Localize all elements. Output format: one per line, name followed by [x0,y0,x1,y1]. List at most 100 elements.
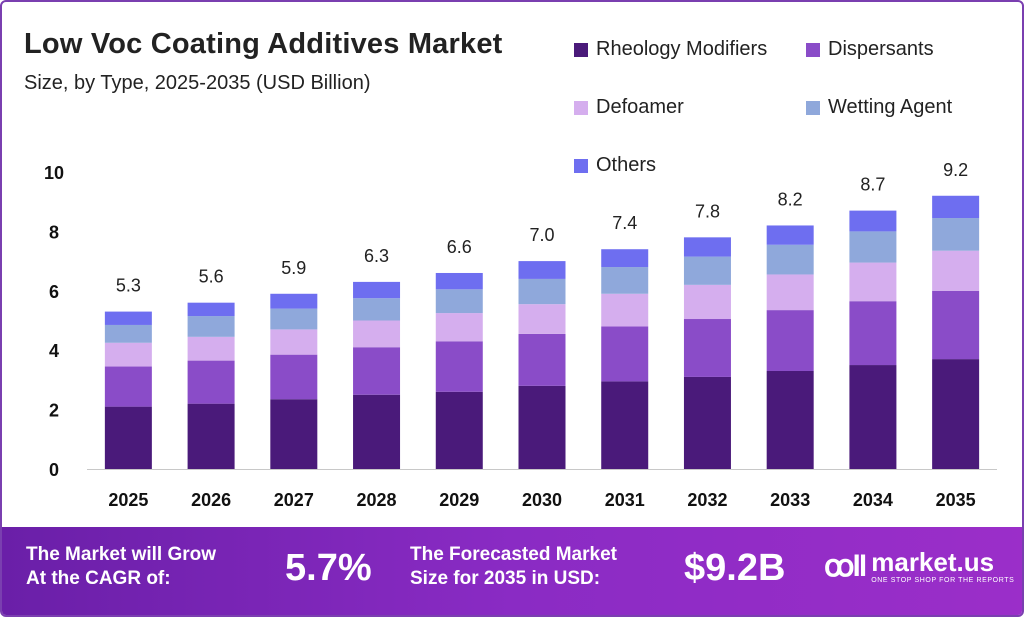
bar-segment [683,237,731,257]
y-tick-label: 4 [49,341,59,361]
bar-segment [766,225,814,245]
bar-segment [104,342,152,367]
market-us-logo-icon: ꝏll [824,550,867,583]
bar-segment [435,289,483,314]
legend-swatch [806,42,820,57]
bar-segment [353,298,401,321]
bar-segment [435,313,483,342]
y-tick-label: 6 [49,282,59,302]
bar-segment [104,406,152,469]
legend-swatch [574,158,588,173]
bar-segment [683,319,731,377]
x-tick-label: 2034 [853,490,893,510]
bar-segment [270,354,318,400]
legend-item-others: Others [574,154,656,177]
bar-segment [932,290,980,360]
bar-segment [683,376,731,469]
total-label: 7.0 [529,225,554,245]
x-tick-label: 2026 [191,490,231,510]
legend-swatch [574,100,588,115]
bar-segment [683,284,731,320]
legend-label: Others [596,154,657,176]
x-tick-label: 2031 [605,490,645,510]
bar-segment [849,210,897,232]
bar-segment [766,310,814,371]
total-label: 5.3 [116,276,141,296]
legend-item-wetting-agent: Wetting Agent [806,96,952,119]
bar-segment [104,366,152,407]
bar-segment [601,267,649,294]
y-tick-label: 10 [44,163,64,183]
bar-segment [932,250,980,291]
cagr-label-line2: At the CAGR of: [26,568,171,589]
bar-segment [932,218,980,251]
bar-segment [766,274,814,311]
forecast-label-line1: The Forecasted Market [410,544,617,565]
legend-item-dispersants: Dispersants [806,38,934,61]
legend-item-defoamer: Defoamer [574,96,684,119]
bar-segment [435,272,483,290]
legend-label: Defoamer [596,96,684,118]
bar-segment [849,231,897,263]
legend-swatch [574,42,588,57]
bar-segment [518,278,566,305]
x-tick-label: 2029 [439,490,479,510]
y-tick-label: 8 [49,222,59,242]
bar-segment [353,394,401,469]
total-label: 6.3 [364,246,389,266]
legend-item-rheology-modifiers: Rheology Modifiers [574,38,767,61]
bar-segment [270,293,318,309]
total-label: 5.9 [281,258,306,278]
bar-segment [601,293,649,327]
total-label: 5.6 [199,267,224,287]
total-label: 7.4 [612,213,637,233]
legend-label: Rheology Modifiers [596,38,768,60]
x-tick-label: 2030 [522,490,562,510]
legend-label: Wetting Agent [828,96,953,118]
bar-segment [849,262,897,302]
x-tick-label: 2032 [687,490,727,510]
x-tick-label: 2035 [936,490,976,510]
cagr-label-line1: The Market will Grow [26,544,217,565]
bar-segment [766,370,814,469]
bar-segment [270,308,318,330]
brand-tagline: ONE STOP SHOP FOR THE REPORTS [871,577,1015,584]
total-label: 8.2 [778,189,803,209]
stacked-bar-chart: 0 2 4 6 8 10 5.3 2025 5.6 2026 5.9 2027 6.3 2028 6.6 20… [44,160,997,510]
bar-segment [518,304,566,334]
legend-swatch [806,100,820,115]
forecast-label: The Forecasted Market Size for 2035 in U… [410,543,617,591]
y-tick-label: 0 [49,460,59,480]
total-label: 7.8 [695,201,720,221]
bar-segment [187,403,235,469]
bar-segment [601,249,649,268]
legend-label: Dispersants [828,38,934,60]
chart-subtitle: Size, by Type, 2025-2035 (USD Billion) [24,72,371,94]
bar-segment [187,302,235,317]
bar-segment [849,301,897,366]
x-tick-label: 2033 [770,490,810,510]
y-tick-label: 2 [49,401,59,421]
bar-segment [104,324,152,343]
bar-segment [518,261,566,279]
cagr-label: The Market will Grow At the CAGR of: [26,543,216,591]
bar-segment [518,385,566,469]
cagr-value: 5.7% [285,547,372,589]
bar-segment [353,320,401,348]
total-label: 9.2 [943,160,968,180]
chart-title: Low Voc Coating Additives Market [24,28,503,60]
brand-logo: ꝏll market.us ONE STOP SHOP FOR THE REPO… [824,549,1014,584]
x-tick-label: 2025 [108,490,148,510]
forecast-label-line2: Size for 2035 in USD: [410,568,601,589]
x-tick-label: 2028 [357,490,397,510]
bar-segment [187,336,235,361]
brand-name: market.us [871,547,995,577]
bar-segment [104,311,152,325]
bar-segment [187,316,235,337]
bar-segment [518,333,566,386]
bar-segment [766,244,814,275]
total-label: 8.7 [860,175,885,195]
bar-segment [187,360,235,404]
total-label: 6.6 [447,237,472,257]
